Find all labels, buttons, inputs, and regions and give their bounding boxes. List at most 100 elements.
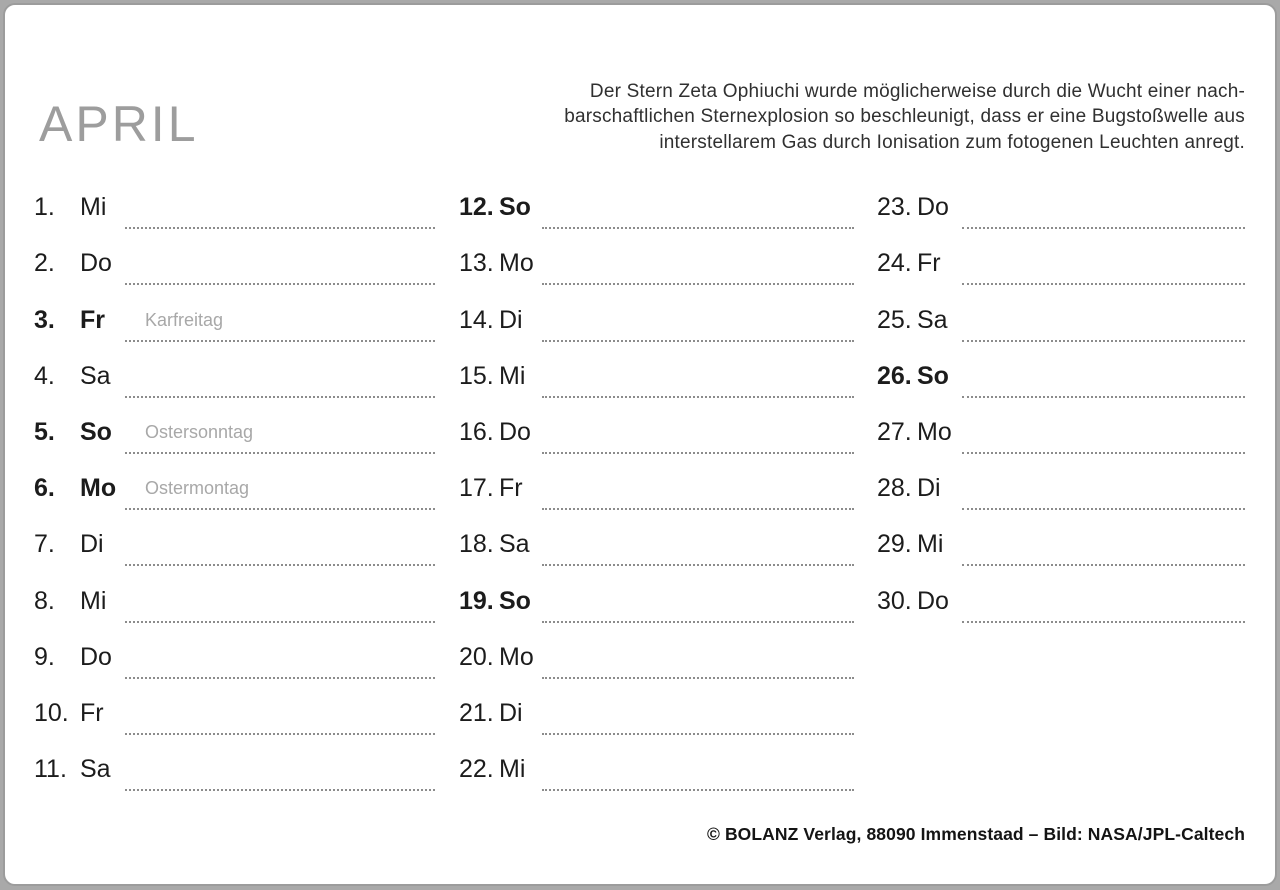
day-number: 20. — [459, 642, 494, 671]
intro-text: Der Stern Zeta Ophiuchi wurde möglicherw… — [564, 79, 1245, 155]
day-label: 29. Mi — [877, 510, 962, 566]
day-row: 24. Fr — [877, 229, 1245, 286]
entry-line — [125, 229, 435, 286]
weekday-abbr: Do — [80, 249, 112, 278]
entry-line — [962, 510, 1245, 567]
day-label: 9. Do — [34, 623, 125, 679]
entry-line: Ostersonntag — [125, 398, 435, 454]
weekday-abbr: Mi — [917, 530, 944, 559]
day-row: 23. Do — [877, 173, 1245, 230]
day-row: 22. Mi — [459, 735, 854, 792]
day-number: 15. — [459, 361, 494, 390]
entry-line — [125, 342, 435, 398]
day-label: 15. Mi — [459, 342, 542, 398]
day-column: 12. So 13. Mo 14. Di 15. Mi 16. Do 17. Fr 18. Sa 19. So… — [459, 173, 854, 792]
entry-line — [125, 566, 435, 623]
entry-line — [542, 229, 854, 286]
day-row: 25. Sa — [877, 285, 1245, 342]
entry-line — [125, 173, 435, 230]
day-number: 6. — [34, 474, 55, 503]
day-number: 23. — [877, 193, 912, 222]
day-label: 11. Sa — [34, 735, 125, 791]
weekday-abbr: So — [499, 193, 531, 222]
day-row: 28. Di — [877, 454, 1245, 511]
weekday-abbr: Di — [499, 305, 523, 334]
day-row: 7. Di — [34, 510, 435, 567]
weekday-abbr: Mi — [80, 586, 107, 615]
entry-line — [542, 679, 854, 735]
imprint: © BOLANZ Verlag, 88090 Immenstaad – Bild… — [706, 824, 1245, 844]
day-row: 29. Mi — [877, 510, 1245, 567]
day-row: 17. Fr — [459, 454, 854, 511]
day-label: 23. Do — [877, 173, 962, 229]
day-label: 2. Do — [34, 229, 125, 285]
day-number: 28. — [877, 474, 912, 503]
day-label: 28. Di — [877, 454, 962, 510]
day-number: 24. — [877, 249, 912, 278]
day-number: 25. — [877, 305, 912, 334]
day-number: 14. — [459, 305, 494, 334]
entry-line — [542, 566, 854, 623]
day-row: 10. Fr — [34, 679, 435, 735]
weekday-abbr: Mi — [499, 755, 526, 784]
day-number: 18. — [459, 530, 494, 559]
day-number: 5. — [34, 417, 55, 446]
day-label: 3. Fr — [34, 285, 125, 341]
day-label: 10. Fr — [34, 679, 125, 735]
day-label: 13. Mo — [459, 229, 542, 285]
day-label: 7. Di — [34, 510, 125, 566]
entry-line — [962, 566, 1245, 623]
entry-line — [542, 398, 854, 454]
day-label: 16. Do — [459, 398, 542, 454]
entry-line — [125, 623, 435, 679]
day-row: 8. Mi — [34, 566, 435, 623]
weekday-abbr: Mo — [499, 249, 534, 278]
day-number: 9. — [34, 642, 55, 671]
day-row: 2. Do — [34, 229, 435, 286]
entry-line — [962, 398, 1245, 454]
entry-line: Ostermontag — [125, 454, 435, 511]
entry-line — [542, 510, 854, 567]
weekday-abbr: Di — [499, 698, 523, 727]
day-number: 13. — [459, 249, 494, 278]
entry-line — [542, 735, 854, 792]
holiday-label: Karfreitag — [145, 309, 224, 330]
day-row: 1. Mi — [34, 173, 435, 230]
weekday-abbr: Fr — [80, 698, 104, 727]
day-label: 22. Mi — [459, 735, 542, 791]
day-row: 26. So — [877, 342, 1245, 398]
day-label: 1. Mi — [34, 173, 125, 229]
weekday-abbr: So — [917, 361, 949, 390]
weekday-abbr: Sa — [80, 755, 111, 784]
day-label: 30. Do — [877, 566, 962, 622]
day-row: 5. So Ostersonntag — [34, 398, 435, 454]
day-number: 26. — [877, 361, 912, 390]
day-number: 11. — [34, 755, 67, 784]
weekday-abbr: Do — [917, 586, 949, 615]
day-number: 19. — [459, 586, 494, 615]
day-label: 24. Fr — [877, 229, 962, 285]
weekday-abbr: So — [80, 417, 112, 446]
day-label: 27. Mo — [877, 398, 962, 454]
weekday-abbr: Do — [80, 642, 112, 671]
day-label: 14. Di — [459, 285, 542, 341]
day-number: 4. — [34, 361, 55, 390]
day-label: 4. Sa — [34, 342, 125, 398]
day-row: 27. Mo — [877, 398, 1245, 454]
day-row: 19. So — [459, 566, 854, 623]
day-row: 9. Do — [34, 623, 435, 679]
day-number: 1. — [34, 193, 55, 222]
day-number: 8. — [34, 586, 55, 615]
day-row: 12. So — [459, 173, 854, 230]
weekday-abbr: Sa — [80, 361, 111, 390]
day-label: 20. Mo — [459, 623, 542, 679]
intro-line: interstellarem Gas durch Ionisation zum … — [659, 131, 1245, 153]
day-number: 3. — [34, 305, 55, 334]
intro-line: barschaftlichen Sternexplosion so beschl… — [564, 106, 1245, 128]
day-number: 21. — [459, 698, 494, 727]
day-number: 10. — [34, 698, 69, 727]
day-label: 6. Mo — [34, 454, 125, 510]
entry-line — [542, 173, 854, 230]
entry-line — [125, 510, 435, 567]
weekday-abbr: Mo — [917, 417, 952, 446]
